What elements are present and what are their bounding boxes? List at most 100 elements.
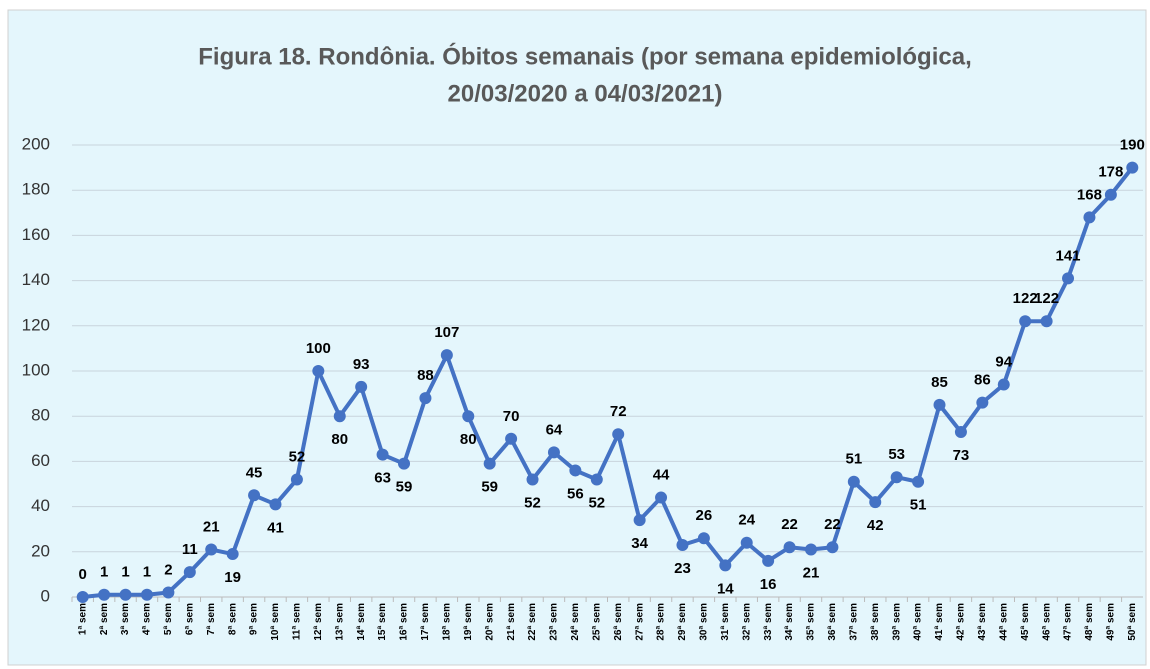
point	[719, 559, 732, 572]
chart-background	[7, 9, 1147, 666]
x-tick-label: 38ª sem	[870, 603, 881, 641]
data-label: 73	[953, 447, 970, 464]
x-tick-label: 36ª sem	[827, 603, 838, 641]
data-label: 63	[374, 470, 391, 487]
data-label: 59	[396, 479, 413, 496]
data-label: 11	[182, 541, 198, 558]
x-tick-label: 45ª sem	[1020, 603, 1031, 641]
data-label: 42	[867, 517, 884, 534]
x-tick-label: 8ª sem	[227, 603, 238, 635]
x-tick-label: 26ª sem	[613, 603, 624, 641]
x-tick-label: 10ª sem	[270, 603, 281, 641]
point	[633, 514, 646, 527]
point	[183, 566, 196, 579]
point	[676, 539, 689, 552]
data-label: 80	[460, 431, 477, 448]
point	[912, 475, 925, 488]
x-tick-label: 15ª sem	[377, 603, 388, 641]
x-tick-label: 44ª sem	[998, 603, 1009, 641]
data-label: 16	[760, 576, 777, 593]
data-label: 19	[224, 569, 241, 586]
x-tick-label: 12ª sem	[313, 603, 324, 641]
x-tick-label: 43ª sem	[977, 603, 988, 641]
point	[847, 475, 860, 488]
point	[76, 591, 89, 603]
x-tick-label: 30ª sem	[699, 603, 710, 641]
point	[290, 473, 303, 486]
y-tick-label: 40	[31, 496, 50, 515]
point	[590, 473, 603, 486]
point	[740, 536, 753, 549]
x-tick-label: 25ª sem	[591, 603, 602, 641]
point	[997, 378, 1010, 391]
data-label: 24	[738, 512, 755, 529]
x-tick-label: 46ª sem	[1041, 603, 1052, 641]
point	[655, 491, 668, 504]
point	[697, 532, 710, 545]
data-label: 100	[306, 340, 331, 357]
point	[762, 554, 775, 567]
point	[1126, 161, 1139, 174]
data-label: 168	[1077, 186, 1102, 203]
x-tick-label: 18ª sem	[441, 603, 452, 641]
y-tick-label: 100	[22, 360, 50, 379]
x-tick-label: 32ª sem	[741, 603, 752, 641]
data-label: 1	[143, 564, 151, 581]
point	[933, 398, 946, 411]
point	[1040, 315, 1053, 328]
x-tick-label: 41ª sem	[934, 603, 945, 641]
data-label: 51	[845, 451, 862, 468]
x-tick-label: 34ª sem	[784, 603, 795, 641]
y-tick-label: 160	[22, 225, 50, 244]
data-label: 44	[653, 467, 670, 484]
data-label: 122	[1034, 290, 1059, 307]
point	[205, 543, 218, 556]
data-label: 22	[824, 516, 841, 533]
x-tick-label: 35ª sem	[806, 603, 817, 641]
point	[505, 432, 518, 445]
point	[954, 426, 967, 439]
point	[333, 410, 346, 423]
point	[783, 541, 796, 554]
data-label: 2	[164, 561, 172, 578]
x-tick-label: 42ª sem	[956, 603, 967, 641]
point	[248, 489, 261, 502]
x-tick-label: 20ª sem	[484, 603, 495, 641]
point	[1083, 211, 1096, 224]
point	[98, 588, 111, 601]
data-label: 59	[481, 479, 498, 496]
point	[312, 365, 325, 377]
data-label: 1	[121, 564, 129, 581]
chart-title: Figura 18. Rondônia. Óbitos semanais (po…	[198, 42, 972, 70]
y-tick-label: 60	[31, 451, 50, 470]
point	[1062, 272, 1075, 285]
data-label: 107	[434, 324, 459, 341]
data-label: 21	[803, 565, 820, 582]
x-tick-label: 21ª sem	[506, 603, 517, 641]
x-tick-label: 22ª sem	[527, 603, 538, 641]
x-tick-label: 40ª sem	[913, 603, 924, 641]
point	[119, 588, 132, 601]
data-label: 93	[353, 356, 370, 373]
x-tick-label: 28ª sem	[656, 603, 667, 641]
point	[569, 464, 582, 477]
point	[140, 588, 153, 601]
point	[419, 392, 432, 405]
y-tick-label: 140	[22, 270, 50, 289]
x-tick-label: 29ª sem	[677, 603, 688, 641]
data-label: 64	[546, 421, 563, 438]
point	[1104, 188, 1117, 201]
data-label: 52	[289, 448, 306, 465]
x-tick-label: 11ª sem	[292, 603, 303, 640]
x-tick-label: 37ª sem	[848, 603, 859, 641]
x-tick-label: 49ª sem	[1106, 603, 1117, 641]
data-label: 86	[974, 372, 991, 389]
x-tick-label: 19ª sem	[463, 603, 474, 641]
x-tick-label: 4ª sem	[142, 603, 153, 635]
data-label: 41	[267, 519, 284, 536]
point	[483, 457, 496, 470]
x-tick-label: 27ª sem	[634, 603, 645, 641]
x-tick-label: 24ª sem	[570, 603, 581, 641]
y-tick-label: 200	[22, 134, 50, 153]
